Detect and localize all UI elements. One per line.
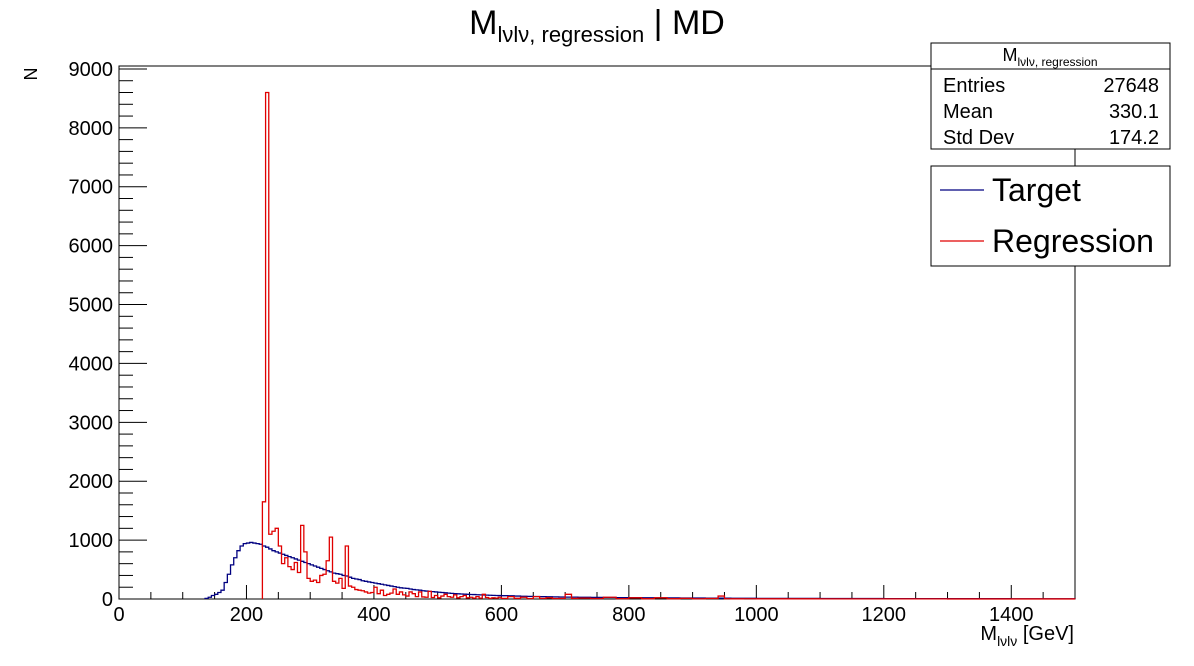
stats-stddev-label: Std Dev xyxy=(943,127,1014,149)
y-tick-label: 8000 xyxy=(69,118,114,140)
y-tick-label: 3000 xyxy=(69,412,114,434)
legend: Target Regression xyxy=(930,165,1171,267)
x-tick-label: 1400 xyxy=(989,604,1034,626)
x-axis: 0 200 400 600 800 1000 1200 1400 xyxy=(113,585,1076,626)
y-tick-label: 1000 xyxy=(69,530,114,552)
x-tick-label: 800 xyxy=(612,604,645,626)
stats-title: Mlνlν, regression xyxy=(1002,45,1097,69)
y-tick-label: 2000 xyxy=(69,471,114,493)
y-tick-label: 9000 xyxy=(69,59,114,81)
x-tick-label: 1200 xyxy=(862,604,907,626)
x-tick-label: 1000 xyxy=(734,604,779,626)
x-tick-label: 0 xyxy=(113,604,124,626)
y-axis-label: N xyxy=(21,68,41,81)
series-target-line xyxy=(204,541,1076,600)
y-tick-label: 6000 xyxy=(69,236,114,258)
y-tick-label: 5000 xyxy=(69,295,114,317)
series-regression-line xyxy=(261,91,1076,600)
series-layer xyxy=(204,91,1076,600)
stats-mean-value: 330.1 xyxy=(1109,101,1159,123)
y-axis: 0 1000 2000 3000 4000 5000 6000 7000 8000 9000 xyxy=(69,59,147,611)
legend-label-regression: Regression xyxy=(992,223,1154,259)
x-axis-label: Mlνlν [GeV] xyxy=(980,623,1074,649)
x-tick-label: 400 xyxy=(357,604,390,626)
y-tick-label: 7000 xyxy=(69,177,114,199)
stats-entries-value: 27648 xyxy=(1103,75,1159,97)
stats-entries-label: Entries xyxy=(943,75,1005,97)
stats-mean-label: Mean xyxy=(943,101,993,123)
stats-stddev-value: 174.2 xyxy=(1109,127,1159,149)
x-tick-label: 200 xyxy=(230,604,263,626)
chart-title: Mlνlν, regression | MD xyxy=(469,4,725,47)
y-tick-label: 0 xyxy=(102,589,113,611)
legend-label-target: Target xyxy=(992,172,1081,208)
x-tick-label: 600 xyxy=(485,604,518,626)
y-tick-label: 4000 xyxy=(69,353,114,375)
stats-box: Mlνlν, regression Entries 27648 Mean 330… xyxy=(930,42,1171,150)
